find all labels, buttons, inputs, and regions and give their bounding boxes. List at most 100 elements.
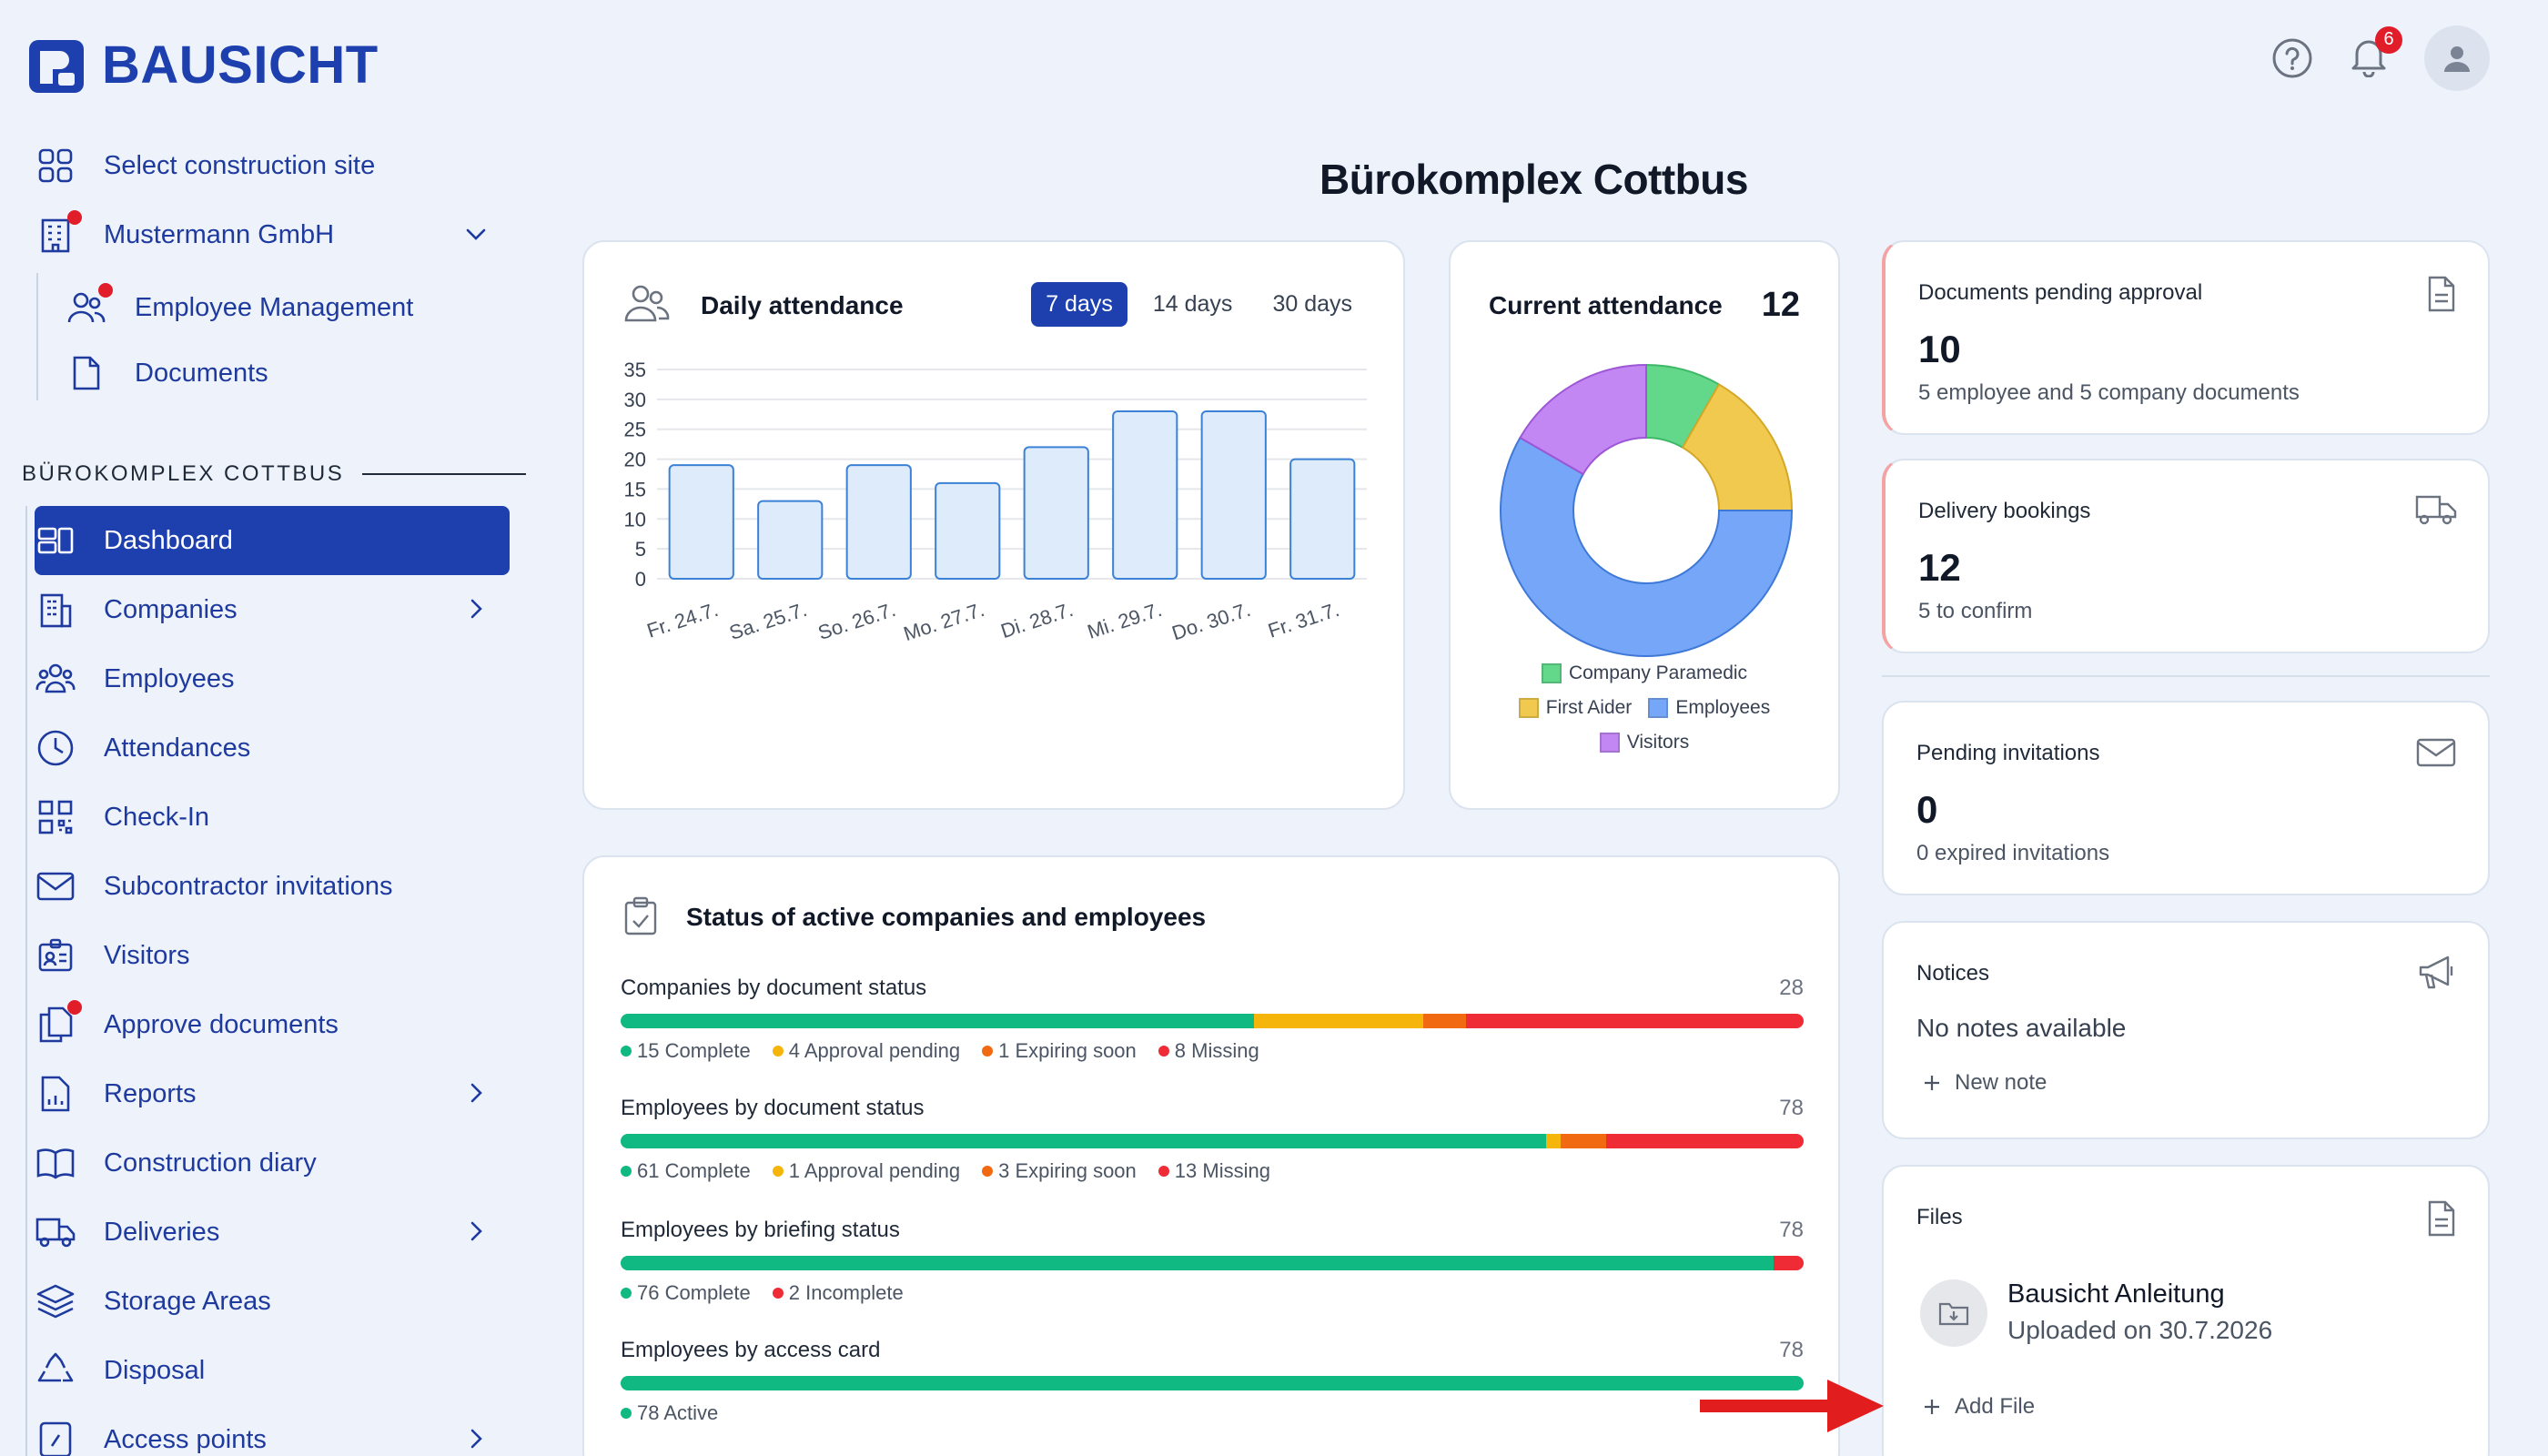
stat-label: Documents pending approval [1918, 280, 2203, 305]
nav-access-points[interactable]: Access points [35, 1405, 508, 1456]
legend-entry: 78 Active [621, 1401, 718, 1425]
documents-pending-card[interactable]: Documents pending approval 10 5 employee… [1882, 240, 2490, 435]
new-note-label: New note [1955, 1070, 2048, 1095]
row-count: 28 [1779, 976, 1804, 1000]
stat-label: Notices [1916, 961, 1990, 986]
tab-7-days[interactable]: 7 days [1031, 282, 1127, 327]
file-thumbnail[interactable] [1920, 1279, 1987, 1347]
nav-storage-areas[interactable]: Storage Areas [35, 1267, 508, 1336]
nav-label: Attendances [104, 733, 251, 763]
nav-label: Access points [104, 1424, 267, 1454]
layers-icon [35, 1280, 76, 1322]
legend-entry: 76 Complete [621, 1281, 751, 1305]
row-title: Employees by briefing status [621, 1218, 900, 1242]
employees-icon [35, 658, 76, 700]
legend-entry: 8 Missing [1158, 1039, 1259, 1063]
employee-management-link[interactable]: Employee Management [66, 273, 484, 342]
clipboard-check-icon [624, 896, 657, 935]
legend-entry: 13 Missing [1158, 1159, 1270, 1183]
company-selector[interactable]: Mustermann GmbH [35, 200, 508, 269]
stat-sub: 5 to confirm [1918, 599, 2033, 623]
bar-segment [1606, 1134, 1804, 1148]
recycle-icon [35, 1350, 76, 1391]
nav-label: Documents [135, 358, 268, 388]
bar [1112, 410, 1178, 580]
bell-icon [2351, 40, 2386, 77]
truck-icon [35, 1211, 76, 1253]
bar [845, 464, 912, 580]
brand-logo[interactable]: BAUSICHT [27, 35, 379, 96]
companies-icon [35, 589, 76, 631]
delivery-bookings-card[interactable]: Delivery bookings 12 5 to confirm [1882, 459, 2490, 653]
users-icon [624, 285, 670, 322]
section-label: BÜROKOMPLEX COTTBUS [22, 461, 527, 487]
x-tick-label: Mi. 29.7. [1085, 598, 1165, 643]
chevron-right-icon [470, 1221, 482, 1241]
legend-entry: 2 Incomplete [772, 1281, 904, 1305]
bar-segment [621, 1256, 1774, 1270]
nav-reports[interactable]: Reports [35, 1059, 508, 1128]
nav-subcontractor-invitations[interactable]: Subcontractor invitations [35, 852, 508, 921]
stacked-bar [621, 1134, 1804, 1148]
nav-attendances[interactable]: Attendances [35, 713, 508, 783]
legend-item: First Aider [1518, 697, 1632, 719]
legend-text: 13 Missing [1174, 1159, 1270, 1182]
help-icon[interactable] [2271, 37, 2313, 79]
add-file-button[interactable]: Add File [1922, 1394, 2035, 1420]
alert-dot [67, 210, 82, 225]
bar [1023, 446, 1089, 580]
avatar[interactable] [2424, 25, 2490, 91]
x-tick-label: So. 26.7. [815, 598, 898, 644]
header-actions: 6 [2271, 25, 2490, 91]
status-title: Status of active companies and employees [686, 903, 1207, 931]
section-divider [362, 473, 527, 475]
nav-deliveries[interactable]: Deliveries [35, 1198, 508, 1267]
legend-row: Visitors [1451, 732, 1838, 753]
nav-approve-documents[interactable]: Approve documents [35, 990, 508, 1059]
x-tick-label: Sa. 25.7. [726, 598, 809, 644]
y-tick-label: 0 [635, 568, 646, 591]
tab-14-days[interactable]: 14 days [1152, 291, 1233, 317]
alert-dot [98, 283, 113, 298]
nav-label: Disposal [104, 1355, 206, 1385]
bar-segment [1545, 1134, 1562, 1148]
daily-attendance-title: Daily attendance [701, 291, 904, 319]
chevron-right-icon [470, 1083, 482, 1103]
legend-dot [982, 1046, 994, 1057]
files-card: Files Bausicht Anleitung Uploaded on 30.… [1882, 1165, 2490, 1456]
legend-dot [1158, 1046, 1169, 1057]
legend-text: 8 Missing [1174, 1039, 1259, 1062]
y-tick-label: 15 [624, 478, 646, 500]
legend-text: 76 Complete [637, 1281, 751, 1304]
documents-link[interactable]: Documents [66, 339, 484, 408]
nav-employees[interactable]: Employees [35, 644, 508, 713]
chevron-down-icon[interactable] [462, 220, 490, 248]
file-name[interactable]: Bausicht Anleitung [2007, 1279, 2225, 1309]
legend-text: 15 Complete [637, 1039, 751, 1062]
row-title: Employees by document status [621, 1096, 925, 1120]
stat-label: Delivery bookings [1918, 499, 2091, 523]
file-date: Uploaded on 30.7.2026 [2007, 1316, 2273, 1344]
nav-disposal[interactable]: Disposal [35, 1336, 508, 1405]
nav-dashboard[interactable]: Dashboard [35, 506, 510, 575]
nav-line [25, 506, 27, 1456]
legend-item: Employees [1648, 697, 1770, 719]
nav-check-in[interactable]: Check-In [35, 783, 508, 852]
new-note-button[interactable]: New note [1922, 1070, 2047, 1096]
plus-icon [1925, 1076, 1939, 1090]
nav-label: Visitors [104, 940, 190, 970]
select-site-link[interactable]: Select construction site [35, 131, 508, 200]
x-tick-label: Fr. 24.7. [644, 598, 721, 642]
legend-entry: 4 Approval pending [772, 1039, 960, 1063]
nav-visitors[interactable]: Visitors [35, 921, 508, 990]
pending-invitations-card[interactable]: Pending invitations 0 0 expired invitati… [1882, 701, 2490, 895]
tab-30-days[interactable]: 30 days [1272, 291, 1352, 317]
document-icon [66, 352, 107, 394]
y-tick-label: 20 [624, 449, 646, 471]
nav-construction-diary[interactable]: Construction diary [35, 1128, 508, 1198]
status-card: Status of active companies and employees… [582, 855, 1840, 1456]
notifications[interactable]: 6 [2350, 25, 2402, 82]
nav-companies[interactable]: Companies [35, 575, 508, 644]
folder-download-icon [1938, 1302, 1969, 1326]
legend-dot [982, 1166, 994, 1177]
